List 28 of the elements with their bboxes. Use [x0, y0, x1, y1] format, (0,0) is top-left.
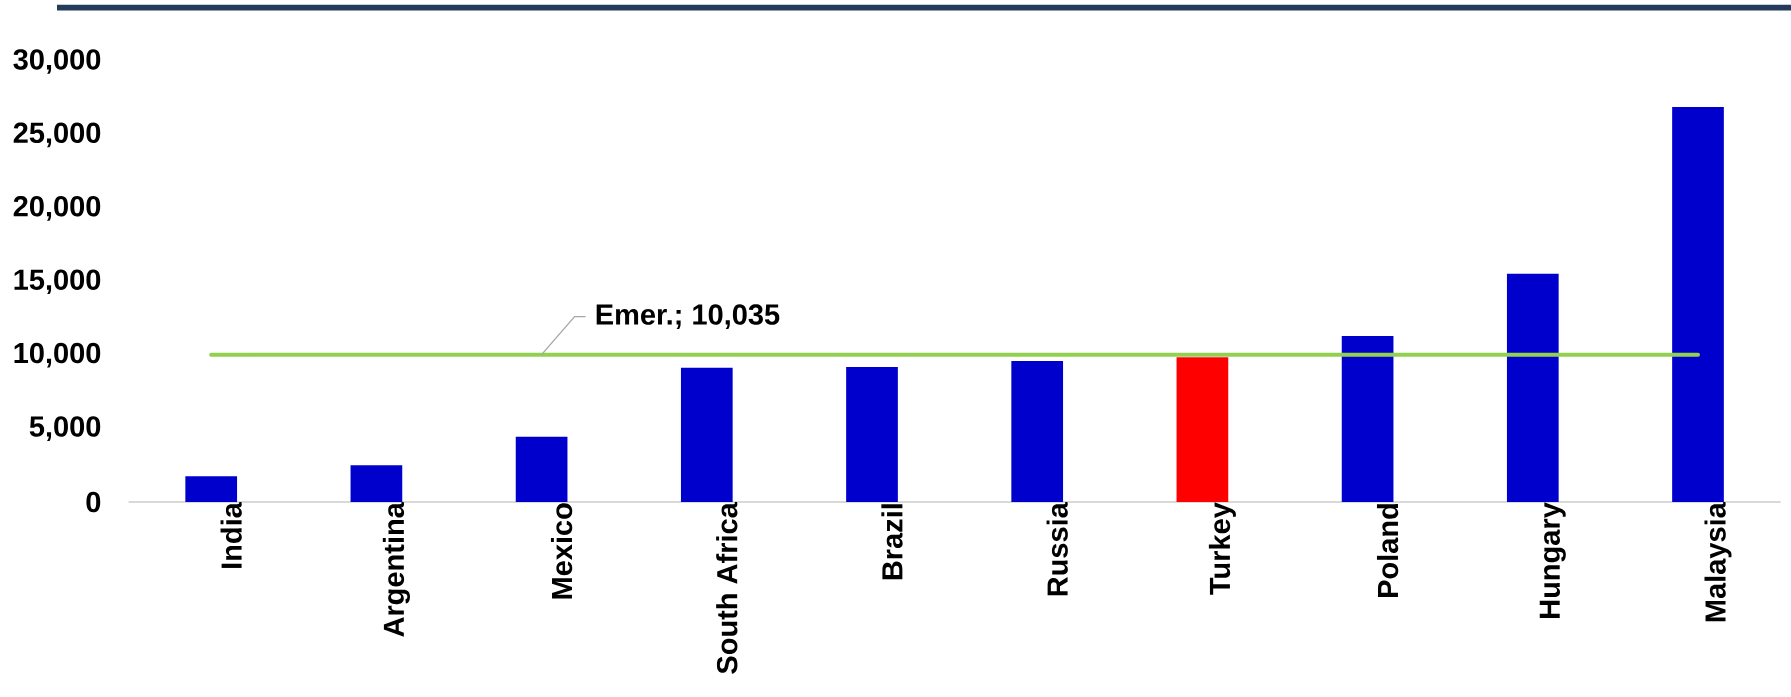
bar — [350, 465, 403, 502]
x-tick-label: Poland — [1376, 504, 1399, 597]
ref-line-label: Emer.; 10,035 — [596, 304, 780, 330]
bar — [185, 476, 238, 502]
x-tick-label: Mexico — [550, 503, 573, 599]
y-tick-label: 10,000 — [14, 342, 101, 368]
x-tick-label: Turkey — [1208, 502, 1236, 595]
bar — [1341, 336, 1394, 502]
bar — [1506, 273, 1559, 502]
x-tick-label: Brazil — [881, 504, 903, 580]
y-tick-label: 15,000 — [14, 269, 101, 295]
x-tick-label: Hungary — [1539, 502, 1566, 618]
x-tick-label: Malaysia — [1704, 502, 1732, 622]
bar — [1176, 357, 1229, 502]
y-tick-label: 30,000 — [13, 49, 101, 74]
bar — [515, 436, 568, 502]
y-tick-label: 0 — [86, 491, 101, 513]
bar — [846, 366, 898, 502]
y-tick-label: 5,000 — [29, 416, 101, 441]
x-tick-label: Argentina — [382, 502, 410, 637]
x-tick-label: India — [220, 502, 242, 568]
y-tick-label: 25,000 — [13, 122, 101, 148]
bar — [1011, 361, 1064, 502]
x-tick-label: Russia — [1046, 502, 1068, 596]
y-tick-label: 20,000 — [13, 195, 101, 221]
x-tick-label: South Africa — [716, 502, 738, 674]
bar — [1672, 107, 1724, 502]
bar — [680, 367, 733, 502]
